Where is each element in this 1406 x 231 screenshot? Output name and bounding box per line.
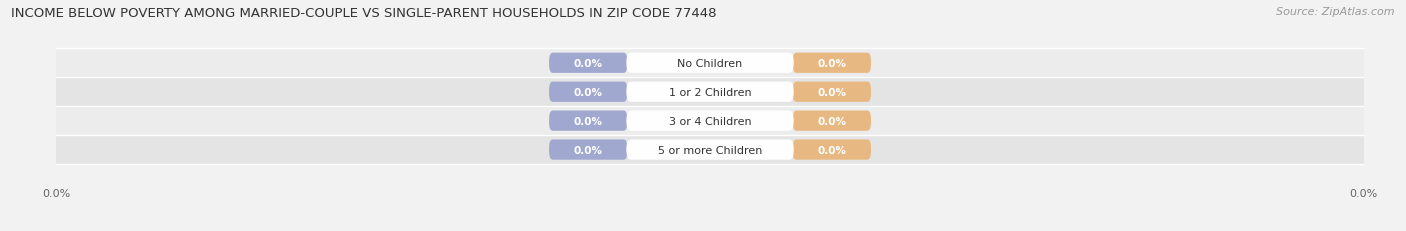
Text: 0.0%: 0.0%: [817, 87, 846, 97]
FancyBboxPatch shape: [550, 111, 627, 131]
Text: 0.0%: 0.0%: [817, 58, 846, 68]
FancyBboxPatch shape: [550, 140, 627, 160]
Text: 0.0%: 0.0%: [817, 116, 846, 126]
Text: 0.0%: 0.0%: [574, 87, 603, 97]
FancyBboxPatch shape: [550, 53, 627, 73]
Text: 1 or 2 Children: 1 or 2 Children: [669, 87, 751, 97]
FancyBboxPatch shape: [793, 53, 870, 73]
Bar: [56, 49, 1364, 78]
Text: INCOME BELOW POVERTY AMONG MARRIED-COUPLE VS SINGLE-PARENT HOUSEHOLDS IN ZIP COD: INCOME BELOW POVERTY AMONG MARRIED-COUPL…: [11, 7, 717, 20]
Text: 3 or 4 Children: 3 or 4 Children: [669, 116, 751, 126]
FancyBboxPatch shape: [550, 82, 627, 102]
FancyBboxPatch shape: [626, 140, 794, 160]
FancyBboxPatch shape: [626, 82, 794, 102]
Text: 0.0%: 0.0%: [574, 145, 603, 155]
Text: 5 or more Children: 5 or more Children: [658, 145, 762, 155]
Bar: [56, 78, 1364, 107]
FancyBboxPatch shape: [626, 53, 794, 73]
Text: No Children: No Children: [678, 58, 742, 68]
FancyBboxPatch shape: [793, 111, 870, 131]
Text: 0.0%: 0.0%: [574, 58, 603, 68]
FancyBboxPatch shape: [793, 82, 870, 102]
Text: Source: ZipAtlas.com: Source: ZipAtlas.com: [1277, 7, 1395, 17]
Bar: [56, 107, 1364, 136]
Text: 0.0%: 0.0%: [574, 116, 603, 126]
Bar: [56, 136, 1364, 164]
FancyBboxPatch shape: [793, 140, 870, 160]
Text: 0.0%: 0.0%: [817, 145, 846, 155]
FancyBboxPatch shape: [626, 111, 794, 131]
